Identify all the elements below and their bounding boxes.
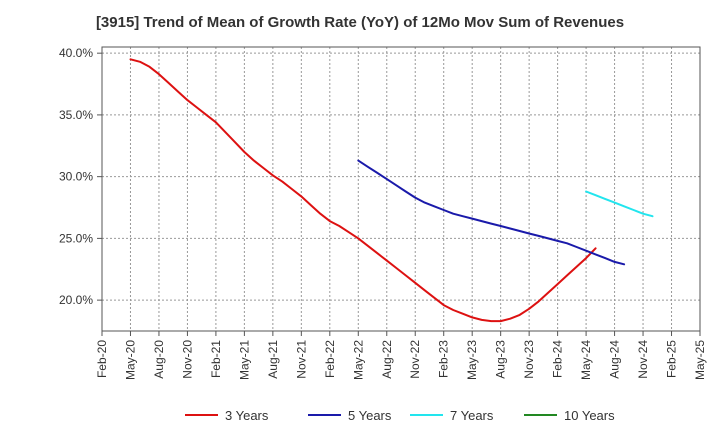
x-axis: Feb-20 May-20 Aug-20 Nov-20 Feb-21 May-21 Aug-… xyxy=(95,331,707,380)
x-tick-label: Aug-21 xyxy=(266,340,280,379)
x-tick-label: Feb-24 xyxy=(551,340,565,378)
x-tick-label: Feb-25 xyxy=(665,340,679,378)
x-tick-label: May-20 xyxy=(123,340,137,380)
legend-label-5-years: 5 Years xyxy=(348,408,392,423)
series-line-7-years xyxy=(585,190,654,218)
legend-label-10-years: 10 Years xyxy=(564,408,615,423)
x-tick-label: Aug-20 xyxy=(152,340,166,379)
chart-title: [3915] Trend of Mean of Growth Rate (YoY… xyxy=(95,14,625,31)
x-tick-label: Aug-23 xyxy=(494,340,508,379)
y-tick-label: 40.0% xyxy=(59,46,93,60)
x-tick-label: Nov-21 xyxy=(294,340,308,379)
y-tick-label: 20.0% xyxy=(59,293,93,307)
x-tick-label: May-23 xyxy=(465,340,479,380)
y-tick-label: 30.0% xyxy=(59,170,93,184)
legend-label-7-years: 7 Years xyxy=(450,408,494,423)
series-lines xyxy=(129,58,654,323)
x-tick-label: May-25 xyxy=(693,340,707,380)
x-tick-label: May-22 xyxy=(351,340,365,380)
series-line-3-years xyxy=(129,58,597,323)
y-axis: 40.0% 35.0% 30.0% 25.0% 20.0% xyxy=(59,46,102,307)
x-tick-label: Nov-20 xyxy=(180,340,194,379)
legend-label-3-years: 3 Years xyxy=(225,408,269,423)
x-tick-label: Nov-23 xyxy=(522,340,536,379)
x-tick-label: Nov-24 xyxy=(636,340,650,379)
y-tick-label: 25.0% xyxy=(59,231,93,245)
y-tick-label: 35.0% xyxy=(59,108,93,122)
x-tick-label: May-21 xyxy=(237,340,251,380)
x-tick-label: May-24 xyxy=(579,340,593,380)
gridlines xyxy=(102,47,700,331)
x-tick-label: Aug-24 xyxy=(608,340,622,379)
x-tick-label: Feb-21 xyxy=(209,340,223,378)
series-line-5-years xyxy=(357,159,626,266)
legend: 3 Years 5 Years 7 Years 10 Years xyxy=(185,408,615,423)
x-tick-label: Feb-23 xyxy=(437,340,451,378)
x-tick-label: Feb-20 xyxy=(95,340,109,378)
x-tick-label: Nov-22 xyxy=(408,340,422,379)
plot-area-frame xyxy=(101,46,701,332)
x-tick-label: Feb-22 xyxy=(323,340,337,378)
x-tick-label: Aug-22 xyxy=(380,340,394,379)
